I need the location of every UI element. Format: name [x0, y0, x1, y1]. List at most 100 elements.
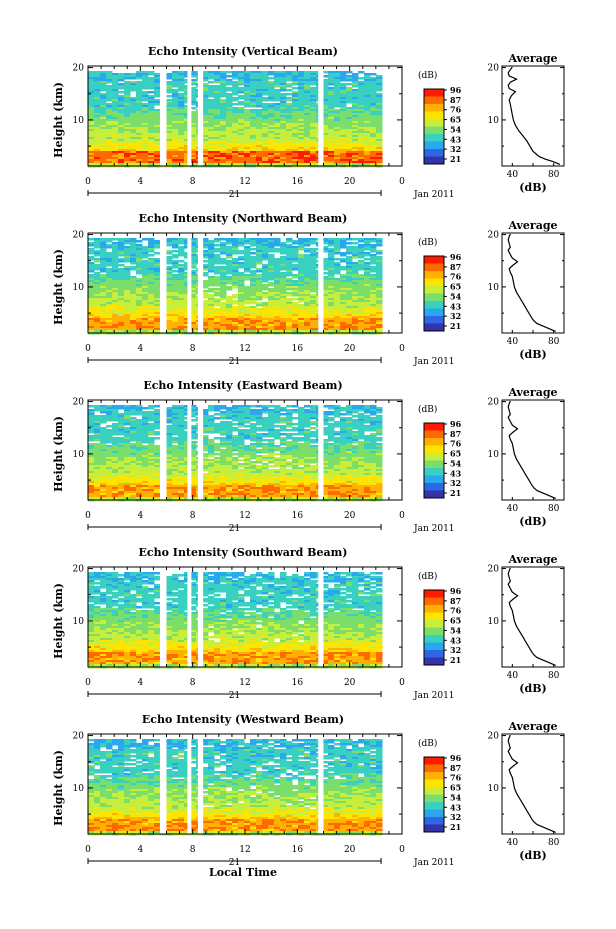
- heatmap-cell: [340, 308, 347, 311]
- heatmap-cell: [274, 163, 281, 166]
- heatmap-cell: [376, 135, 383, 138]
- heatmap-cell: [166, 300, 173, 303]
- heatmap-cell: [130, 316, 137, 319]
- heatmap-cell: [346, 262, 353, 265]
- heatmap-cell: [292, 302, 299, 305]
- heatmap-cell: [100, 117, 107, 120]
- heatmap-cell: [100, 133, 107, 136]
- heatmap-cell: [298, 121, 305, 124]
- heatmap-cell: [340, 288, 347, 291]
- heatmap-cell: [250, 272, 257, 275]
- heatmap-cell: [220, 244, 227, 247]
- heatmap-cell: [118, 306, 125, 309]
- heatmap-cell: [220, 238, 227, 241]
- heatmap-cell: [328, 286, 335, 289]
- heatmap-cell: [232, 93, 239, 96]
- heatmap-cell: [298, 298, 305, 301]
- heatmap-cell: [358, 292, 365, 295]
- heatmap-cell: [262, 107, 269, 110]
- heatmap-cell: [256, 137, 263, 140]
- heatmap-cell: [226, 75, 233, 78]
- heatmap-cell: [304, 121, 311, 124]
- heatmap-cell: [190, 308, 197, 311]
- heatmap-cell: [322, 296, 329, 299]
- heatmap-cell: [130, 282, 137, 285]
- heatmap-cell: [130, 117, 137, 120]
- heatmap-cell: [238, 141, 245, 144]
- heatmap-cell: [130, 471, 137, 474]
- heatmap-cell: [112, 427, 119, 430]
- heatmap-cell: [136, 87, 143, 90]
- heatmap-cell: [340, 147, 347, 150]
- heatmap-cell: [142, 296, 149, 299]
- heatmap-cell: [130, 262, 137, 265]
- heatmap-cell: [298, 103, 305, 106]
- heatmap-cell: [124, 419, 131, 422]
- heatmap-cell: [298, 141, 305, 144]
- heatmap-cell: [112, 161, 119, 164]
- heatmap-cell: [376, 119, 383, 122]
- y-tick-label: 10: [73, 283, 85, 293]
- heatmap-cell: [220, 143, 227, 146]
- heatmap-cell: [340, 294, 347, 297]
- heatmap-cell: [328, 77, 335, 80]
- heatmap-cell: [286, 240, 293, 243]
- heatmap-cell: [124, 487, 131, 490]
- heatmap-cell: [100, 288, 107, 291]
- heatmap-cell: [256, 81, 263, 84]
- heatmap-cell: [286, 147, 293, 150]
- heatmap-cell: [310, 298, 317, 301]
- heatmap-cell: [154, 272, 161, 275]
- heatmap-cell: [292, 73, 299, 76]
- heatmap-cell: [232, 141, 239, 144]
- heatmap-cell: [238, 242, 245, 245]
- heatmap-cell: [220, 276, 227, 279]
- heatmap-cell: [220, 133, 227, 136]
- heatmap-cell: [190, 137, 197, 140]
- heatmap-cell: [106, 244, 113, 247]
- heatmap-cell: [328, 107, 335, 110]
- heatmap-cell: [280, 151, 287, 154]
- heatmap-cell: [256, 157, 263, 160]
- heatmap-cell: [124, 449, 131, 452]
- heatmap-cell: [352, 107, 359, 110]
- heatmap-cell: [238, 79, 245, 82]
- heatmap-cell: [274, 304, 281, 307]
- heatmap-cell: [274, 115, 281, 118]
- heatmap-cell: [202, 103, 209, 106]
- heatmap-cell: [94, 465, 101, 468]
- heatmap-cell: [340, 258, 347, 261]
- heatmap-cell: [274, 286, 281, 289]
- heatmap-cell: [214, 326, 221, 329]
- heatmap-cell: [352, 242, 359, 245]
- heatmap-cell: [112, 409, 119, 412]
- heatmap-cell: [376, 324, 383, 327]
- heatmap-cell: [106, 268, 113, 271]
- heatmap-cell: [280, 320, 287, 323]
- heatmap-cell: [346, 149, 353, 152]
- heatmap-cell: [130, 411, 137, 414]
- heatmap-cell: [124, 282, 131, 285]
- heatmap-cell: [220, 81, 227, 84]
- heatmap-cell: [274, 242, 281, 245]
- colorbar-label: 65: [450, 115, 461, 125]
- heatmap-cell: [232, 330, 239, 333]
- heatmap-cell: [310, 240, 317, 243]
- heatmap-cell: [130, 413, 137, 416]
- heatmap-cell: [328, 87, 335, 90]
- heatmap-cell: [220, 242, 227, 245]
- heatmap-cell: [250, 129, 257, 132]
- heatmap-cell: [268, 274, 275, 277]
- heatmap-cell: [154, 115, 161, 118]
- heatmap-cell: [106, 139, 113, 142]
- heatmap-cell: [370, 105, 377, 108]
- heatmap-cell: [172, 85, 179, 88]
- heatmap-cell: [286, 163, 293, 166]
- heatmap-cell: [118, 479, 125, 482]
- heatmap-cell: [256, 270, 263, 273]
- heatmap-cell: [124, 83, 131, 86]
- heatmap-cell: [250, 163, 257, 166]
- heatmap-cell: [136, 310, 143, 313]
- heatmap-cell: [88, 477, 95, 480]
- heatmap-cell: [298, 330, 305, 333]
